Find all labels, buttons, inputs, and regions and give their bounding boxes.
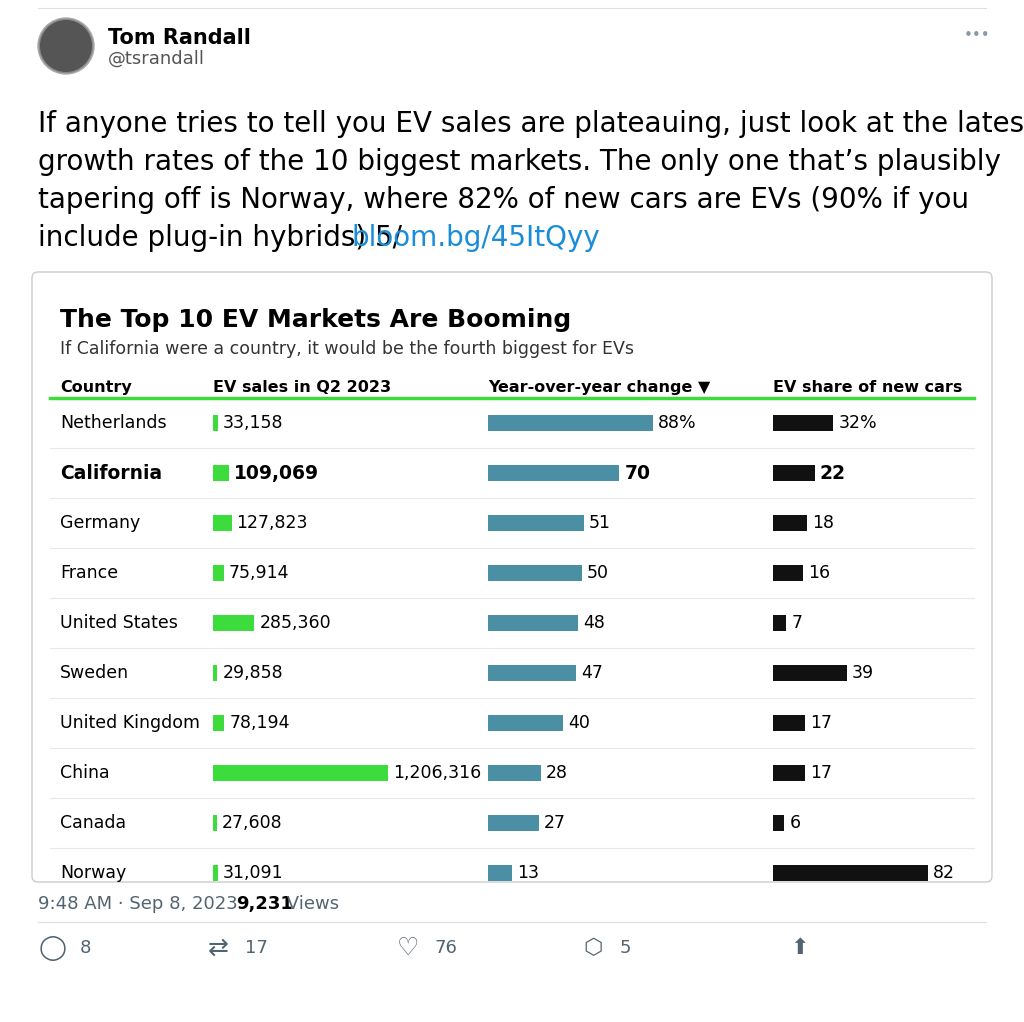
Text: 39: 39 <box>852 664 873 682</box>
Bar <box>488 815 539 831</box>
Bar <box>488 565 582 580</box>
Text: 78,194: 78,194 <box>229 714 290 732</box>
Text: 6: 6 <box>790 814 801 832</box>
Bar <box>773 515 807 531</box>
Bar <box>488 615 578 631</box>
Text: United States: United States <box>60 614 178 632</box>
Bar <box>213 815 217 831</box>
Bar <box>488 465 620 481</box>
Text: 109,069: 109,069 <box>233 464 318 482</box>
Text: ⬆: ⬆ <box>791 938 809 958</box>
Bar <box>488 515 584 531</box>
Text: @tsrandall: @tsrandall <box>108 50 205 68</box>
FancyBboxPatch shape <box>32 272 992 882</box>
Text: include plug-in hybrids) 5/: include plug-in hybrids) 5/ <box>38 224 411 252</box>
Bar <box>213 415 218 431</box>
Text: Tom Randall: Tom Randall <box>108 28 251 48</box>
Text: 51: 51 <box>589 514 610 532</box>
Text: 47: 47 <box>582 664 603 682</box>
Bar <box>773 665 847 681</box>
Text: 7: 7 <box>792 614 802 632</box>
Bar <box>488 865 512 881</box>
Circle shape <box>38 18 94 74</box>
Bar <box>773 465 814 481</box>
Text: 88%: 88% <box>658 414 696 432</box>
Text: tapering off is Norway, where 82% of new cars are EVs (90% if you: tapering off is Norway, where 82% of new… <box>38 186 969 214</box>
Text: 5: 5 <box>620 939 632 957</box>
Bar <box>773 765 805 781</box>
Text: 13: 13 <box>517 864 540 882</box>
Bar <box>213 765 388 781</box>
Text: 28: 28 <box>546 764 567 782</box>
Bar <box>488 715 563 731</box>
Text: Netherlands: Netherlands <box>60 414 167 432</box>
Bar <box>773 565 803 580</box>
Text: France: France <box>60 564 118 582</box>
Text: 31,091: 31,091 <box>222 864 283 882</box>
Text: Sweden: Sweden <box>60 664 129 682</box>
Text: 8: 8 <box>80 939 91 957</box>
Text: bloom.bg/45ItQyy: bloom.bg/45ItQyy <box>351 224 600 252</box>
Text: 127,823: 127,823 <box>237 514 308 532</box>
Text: Germany: Germany <box>60 514 140 532</box>
Text: China: China <box>60 764 110 782</box>
Text: The Top 10 EV Markets Are Booming: The Top 10 EV Markets Are Booming <box>60 308 571 332</box>
Text: 27,608: 27,608 <box>222 814 283 832</box>
Bar <box>213 565 224 580</box>
Bar <box>773 615 786 631</box>
Text: 1,206,316: 1,206,316 <box>393 764 481 782</box>
Bar <box>213 465 228 481</box>
Bar <box>488 665 577 681</box>
Text: 22: 22 <box>819 464 846 482</box>
Bar <box>773 715 805 731</box>
Bar <box>213 615 254 631</box>
Bar <box>773 865 928 881</box>
Bar <box>488 415 653 431</box>
Circle shape <box>40 20 92 72</box>
Bar <box>213 865 217 881</box>
Text: If California were a country, it would be the fourth biggest for EVs: If California were a country, it would b… <box>60 340 634 358</box>
Text: Country: Country <box>60 380 132 394</box>
Text: 16: 16 <box>808 564 830 582</box>
Text: 9,231: 9,231 <box>236 895 293 913</box>
Text: 285,360: 285,360 <box>259 614 331 632</box>
Text: Norway: Norway <box>60 864 126 882</box>
Bar <box>213 515 231 531</box>
Text: Views: Views <box>281 895 339 913</box>
Text: If anyone tries to tell you EV sales are plateauing, just look at the latest: If anyone tries to tell you EV sales are… <box>38 110 1024 138</box>
Text: ♡: ♡ <box>397 936 419 960</box>
Bar <box>773 815 784 831</box>
Text: 17: 17 <box>810 714 833 732</box>
Text: 17: 17 <box>810 764 833 782</box>
Text: 40: 40 <box>568 714 590 732</box>
Text: 76: 76 <box>435 939 458 957</box>
Text: 82: 82 <box>933 864 955 882</box>
Bar <box>213 665 217 681</box>
Text: 9:48 AM · Sep 8, 2023 ·: 9:48 AM · Sep 8, 2023 · <box>38 895 249 913</box>
Text: United Kingdom: United Kingdom <box>60 714 200 732</box>
Text: Year-over-year change ▼: Year-over-year change ▼ <box>488 380 711 394</box>
Text: 75,914: 75,914 <box>229 564 290 582</box>
Bar <box>773 415 834 431</box>
Text: EV share of new cars: EV share of new cars <box>773 380 963 394</box>
Text: 27: 27 <box>544 814 565 832</box>
Text: 17: 17 <box>245 939 268 957</box>
Text: 50: 50 <box>587 564 608 582</box>
Text: 48: 48 <box>583 614 605 632</box>
Text: 29,858: 29,858 <box>222 664 283 682</box>
Text: Canada: Canada <box>60 814 126 832</box>
Text: EV sales in Q2 2023: EV sales in Q2 2023 <box>213 380 391 394</box>
Text: 33,158: 33,158 <box>223 414 284 432</box>
Text: growth rates of the 10 biggest markets. The only one that’s plausibly: growth rates of the 10 biggest markets. … <box>38 148 1000 176</box>
Bar <box>213 715 224 731</box>
Text: •••: ••• <box>964 28 990 43</box>
Bar <box>488 765 541 781</box>
Text: ⇄: ⇄ <box>208 936 228 960</box>
Text: ◯: ◯ <box>39 935 67 961</box>
Text: California: California <box>60 464 162 482</box>
Text: 70: 70 <box>625 464 650 482</box>
Text: 18: 18 <box>812 514 834 532</box>
Text: ⬡: ⬡ <box>584 938 603 958</box>
Text: 32%: 32% <box>839 414 878 432</box>
